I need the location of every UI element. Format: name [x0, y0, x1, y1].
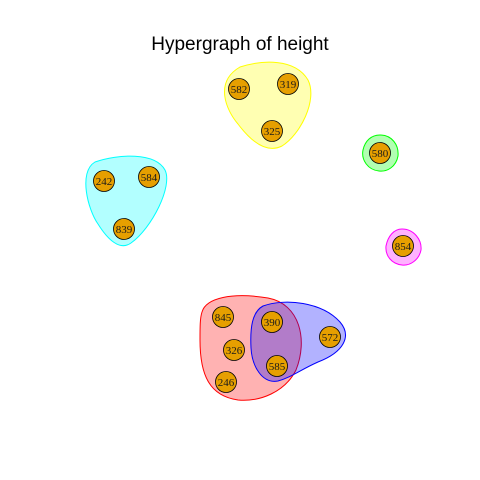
vertex-label: 584: [141, 172, 158, 184]
vertex-label: 839: [116, 224, 133, 236]
vertex-326: 326: [224, 340, 245, 361]
vertex-label: 572: [322, 332, 339, 344]
vertex-label: 585: [269, 361, 286, 373]
vertex-585: 585: [267, 356, 288, 377]
vertex-580: 580: [370, 143, 391, 164]
vertex-839: 839: [114, 219, 135, 240]
vertex-246: 246: [216, 372, 237, 393]
vertex-390: 390: [262, 312, 283, 333]
vertex-845: 845: [213, 307, 234, 328]
vertex-label: 242: [96, 176, 113, 188]
vertex-label: 854: [395, 241, 412, 253]
vertex-label: 845: [215, 312, 232, 324]
vertex-582: 582: [229, 79, 250, 100]
vertex-319: 319: [278, 74, 299, 95]
vertex-584: 584: [139, 167, 160, 188]
vertex-label: 390: [264, 317, 281, 329]
vertex-label: 326: [226, 345, 243, 357]
vertex-label: 325: [264, 126, 281, 138]
vertex-label: 246: [218, 377, 235, 389]
vertex-854: 854: [393, 236, 414, 257]
vertex-label: 319: [280, 79, 297, 91]
vertex-label: 580: [372, 148, 389, 160]
vertex-label: 582: [231, 84, 248, 96]
vertex-572: 572: [320, 327, 341, 348]
vertex-242: 242: [94, 171, 115, 192]
vertex-325: 325: [262, 121, 283, 142]
